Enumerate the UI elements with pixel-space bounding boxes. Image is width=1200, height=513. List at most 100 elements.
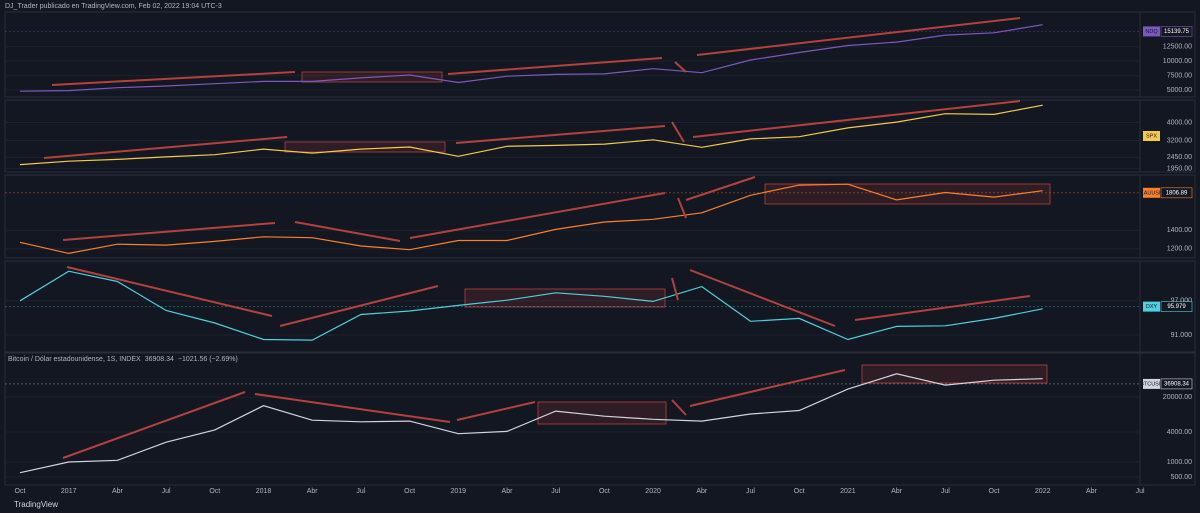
legend-change: −1021.56 (−2.69%) — [178, 356, 238, 363]
y-tick-label: 97.000 — [1171, 298, 1193, 305]
panel — [4, 11, 1196, 98]
symbol-label: SPX — [1146, 133, 1157, 139]
price-line — [19, 270, 1043, 341]
header: DJ_Trader publicado en TradingView.com, … — [5, 3, 222, 10]
x-tick-label: Jul — [356, 488, 365, 495]
trend-line — [696, 17, 1021, 56]
price-line — [19, 24, 1043, 92]
trend-line — [62, 222, 276, 241]
x-tick-label: Jul — [746, 488, 755, 495]
trend-line — [254, 393, 451, 423]
x-tick-label: Abr — [891, 488, 903, 495]
legend-value: 36908.34 — [145, 356, 174, 363]
last-value-tag — [1160, 301, 1193, 312]
range-box — [764, 183, 1051, 205]
last-value-label: 95.979 — [1167, 304, 1186, 310]
trend-line — [409, 192, 666, 239]
x-tick-label: 2018 — [256, 488, 272, 495]
range-box — [537, 401, 667, 425]
trend-line — [51, 71, 296, 86]
last-value-label: 1806.89 — [1166, 190, 1188, 196]
x-tick-label: Jul — [941, 488, 950, 495]
x-tick-label: Abr — [502, 488, 514, 495]
y-tick-label: 1950.00 — [1167, 165, 1192, 172]
trend-line — [455, 125, 666, 144]
x-tick-label: 2021 — [840, 488, 856, 495]
x-tick-label: 2020 — [645, 488, 661, 495]
y-tick-label: 4000.00 — [1167, 119, 1192, 126]
trend-line — [279, 285, 439, 327]
x-tick-label: 2022 — [1035, 488, 1051, 495]
legend: Bitcoin / Dólar estadounidense, 1S, INDE… — [8, 356, 238, 363]
footer: TradingView — [14, 500, 58, 509]
x-tick-label: Abr — [1086, 488, 1098, 495]
y-tick-label: 91.000 — [1171, 332, 1193, 339]
x-tick-label: Oct — [209, 488, 220, 495]
price-line — [19, 373, 1043, 474]
y-tick-label: 4000.00 — [1167, 429, 1192, 436]
trend-line — [671, 121, 685, 143]
x-tick-label: Oct — [989, 488, 1000, 495]
x-tick-label: Oct — [15, 488, 26, 495]
price-line — [19, 183, 1043, 255]
trend-line — [685, 176, 756, 201]
symbol-tag — [1143, 301, 1160, 312]
trend-line — [671, 277, 679, 301]
x-tick-label: Abr — [307, 488, 319, 495]
y-tick-label: 1000.00 — [1167, 459, 1192, 466]
symbol-tag — [1143, 187, 1160, 198]
x-tick-label: Oct — [599, 488, 610, 495]
panel — [4, 174, 1196, 259]
range-box — [284, 141, 446, 153]
trend-line — [456, 401, 536, 421]
range-box — [861, 364, 1048, 384]
x-tick-label: Oct — [404, 488, 415, 495]
last-value-tag — [1160, 378, 1193, 390]
y-tick-label: 1400.00 — [1167, 227, 1192, 234]
y-tick-label: 2450.00 — [1167, 154, 1192, 161]
trend-line — [62, 391, 246, 459]
symbol-label: BTCUSD — [1140, 381, 1163, 387]
trend-line — [692, 100, 1021, 138]
last-value-tag — [1160, 187, 1193, 199]
y-tick-label: 20000.00 — [1163, 394, 1192, 401]
y-tick-label: 10000.00 — [1163, 58, 1192, 65]
panel — [4, 260, 1196, 353]
trend-line — [689, 269, 836, 327]
y-tick-label: 500.00 — [1171, 474, 1193, 481]
symbol-tag — [1143, 26, 1160, 37]
trend-line — [66, 266, 273, 317]
last-value-label: 36908.34 — [1164, 381, 1190, 387]
trend-line — [43, 136, 288, 159]
x-tick-label: Jul — [551, 488, 560, 495]
last-value-label: 15139.75 — [1164, 29, 1190, 35]
x-tick-label: Abr — [696, 488, 708, 495]
price-line — [19, 104, 1043, 166]
symbol-tag — [1143, 378, 1160, 389]
panel — [4, 352, 1196, 486]
x-tick-label: 2017 — [61, 488, 77, 495]
symbol-label: DXY — [1146, 304, 1158, 310]
panel — [4, 99, 1196, 173]
x-tick-label: 2019 — [451, 488, 467, 495]
trend-line — [447, 57, 663, 75]
y-tick-label: 3200.00 — [1167, 137, 1192, 144]
x-tick-label: Abr — [112, 488, 124, 495]
symbol-tag — [1143, 131, 1160, 141]
y-tick-label: 12500.00 — [1163, 44, 1192, 51]
x-tick-label: Oct — [794, 488, 805, 495]
symbol-label: NDQ — [1145, 29, 1158, 35]
range-box — [464, 288, 666, 308]
trend-line — [854, 295, 1031, 321]
trend-line — [671, 399, 687, 416]
trend-line — [677, 197, 687, 219]
x-tick-label: Jul — [162, 488, 171, 495]
trend-line — [294, 221, 401, 242]
last-value-tag — [1160, 26, 1193, 37]
legend-title: Bitcoin / Dólar estadounidense, 1S, INDE… — [8, 356, 141, 363]
trend-line — [674, 61, 687, 73]
symbol-label: XAUUSD — [1140, 190, 1163, 196]
trend-line — [689, 369, 846, 407]
y-tick-label: 1200.00 — [1167, 246, 1192, 253]
